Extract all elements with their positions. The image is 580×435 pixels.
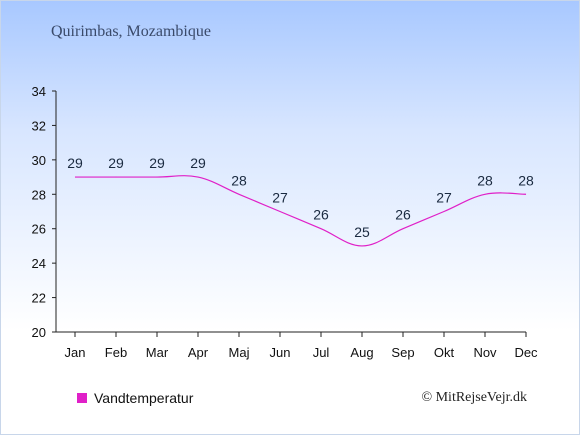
data-point	[484, 193, 486, 195]
credit-text: © MitRejseVejr.dk	[421, 390, 527, 405]
data-label: 28	[231, 172, 247, 188]
x-tick-label: Sep	[391, 345, 414, 360]
data-point	[320, 228, 322, 230]
data-label: 29	[190, 155, 206, 171]
x-tick-label: Maj	[229, 345, 250, 360]
data-label: 29	[67, 155, 83, 171]
y-tick-label: 26	[32, 222, 46, 237]
y-tick-label: 34	[32, 84, 46, 99]
data-point	[279, 210, 281, 212]
data-point	[197, 176, 199, 178]
data-point	[525, 193, 527, 195]
data-point	[402, 228, 404, 230]
x-tick-label: Mar	[146, 345, 169, 360]
data-label: 28	[518, 172, 534, 188]
data-point	[443, 210, 445, 212]
x-tick-label: Feb	[105, 345, 127, 360]
x-tick-label: Jan	[65, 345, 86, 360]
data-labels-layer: 29 29 29 29 28 27 26 25 26 27 28 28	[67, 155, 534, 240]
y-tick-label: 22	[32, 291, 46, 306]
data-point	[74, 176, 76, 178]
data-label: 25	[354, 224, 370, 240]
legend-swatch	[77, 393, 87, 403]
y-tick-label: 32	[32, 118, 46, 133]
series-layer	[74, 175, 527, 247]
y-tick-label: 24	[32, 256, 46, 271]
x-tick-label: Aug	[350, 345, 373, 360]
data-label: 27	[272, 190, 288, 206]
data-point	[156, 176, 158, 178]
chart-title: Quirimbas, Mozambique	[51, 23, 211, 40]
y-tick-label: 28	[32, 187, 46, 202]
chart-axes: 20 22 24 26 28 30 32 34 Jan Feb Mar Apr Maj Jun Jul Aug…	[32, 84, 539, 360]
x-tick-label: Jul	[313, 345, 330, 360]
x-tick-label: Dec	[514, 345, 538, 360]
data-label: 29	[108, 155, 124, 171]
y-tick-label: 20	[32, 325, 46, 340]
data-label: 26	[313, 207, 329, 223]
data-label: 27	[436, 190, 452, 206]
data-point	[238, 193, 240, 195]
data-label: 28	[477, 172, 493, 188]
x-tick-label: Nov	[473, 345, 497, 360]
data-label: 29	[149, 155, 165, 171]
x-tick-label: Jun	[270, 345, 291, 360]
x-tick-label: Apr	[188, 345, 209, 360]
series-line-vandtemperatur	[75, 175, 527, 247]
data-point	[115, 176, 117, 178]
legend-label: Vandtemperatur	[94, 390, 194, 406]
legend: Vandtemperatur	[77, 390, 193, 406]
data-point	[361, 245, 363, 247]
data-label: 26	[395, 207, 411, 223]
x-tick-label: Okt	[434, 345, 455, 360]
y-tick-label: 30	[32, 153, 46, 168]
